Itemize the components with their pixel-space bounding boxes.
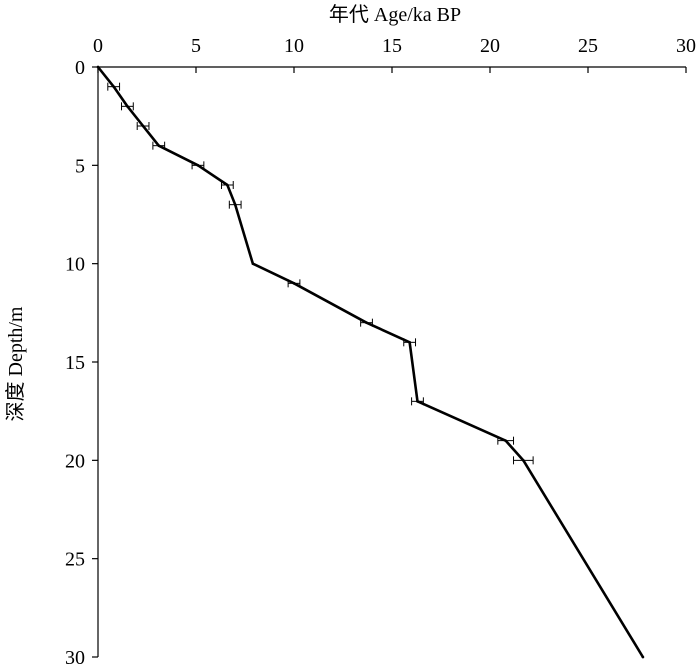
x-tick-label: 5 bbox=[191, 35, 201, 57]
series-lines bbox=[96, 65, 645, 659]
axes bbox=[97, 66, 686, 657]
data-point bbox=[226, 183, 229, 187]
y-tick-label: 30 bbox=[65, 647, 85, 666]
y-tick-label: 5 bbox=[75, 155, 85, 177]
x-tick-label: 25 bbox=[578, 35, 598, 57]
x-tick-label: 15 bbox=[382, 35, 402, 57]
data-point bbox=[365, 321, 368, 324]
data-point bbox=[408, 341, 411, 344]
data-point bbox=[196, 164, 200, 167]
data-point bbox=[641, 655, 645, 659]
y-axis-ticks: 0 5 10 15 20 25 30 bbox=[65, 57, 98, 669]
data-point bbox=[233, 203, 237, 206]
data-point bbox=[141, 124, 145, 128]
error-bars bbox=[107, 82, 534, 465]
y-tick-label: 25 bbox=[65, 549, 85, 571]
data-point bbox=[112, 85, 115, 88]
age-depth-line bbox=[96, 65, 645, 659]
x-tick-label: 20 bbox=[480, 35, 500, 57]
data-point bbox=[96, 65, 100, 69]
data-point bbox=[292, 282, 296, 285]
data-point bbox=[504, 439, 507, 442]
x-tick-label: 10 bbox=[284, 35, 304, 57]
data-point bbox=[126, 105, 129, 108]
y-tick-label: 15 bbox=[65, 352, 85, 374]
x-tick-label: 0 bbox=[93, 35, 103, 57]
y-axis-title: 深度 Depth/m bbox=[4, 306, 27, 421]
x-tick-label: 30 bbox=[676, 35, 696, 57]
x-axis-ticks: 0 5 10 15 20 25 30 bbox=[93, 35, 696, 73]
x-axis-title: 年代 Age/ka BP bbox=[329, 3, 461, 26]
y-tick-label: 0 bbox=[75, 57, 85, 79]
data-point bbox=[522, 459, 525, 462]
y-tick-label: 20 bbox=[65, 450, 85, 472]
data-point bbox=[416, 400, 419, 403]
data-point bbox=[157, 144, 161, 147]
data-point bbox=[251, 262, 255, 265]
y-tick-label: 10 bbox=[65, 254, 85, 276]
